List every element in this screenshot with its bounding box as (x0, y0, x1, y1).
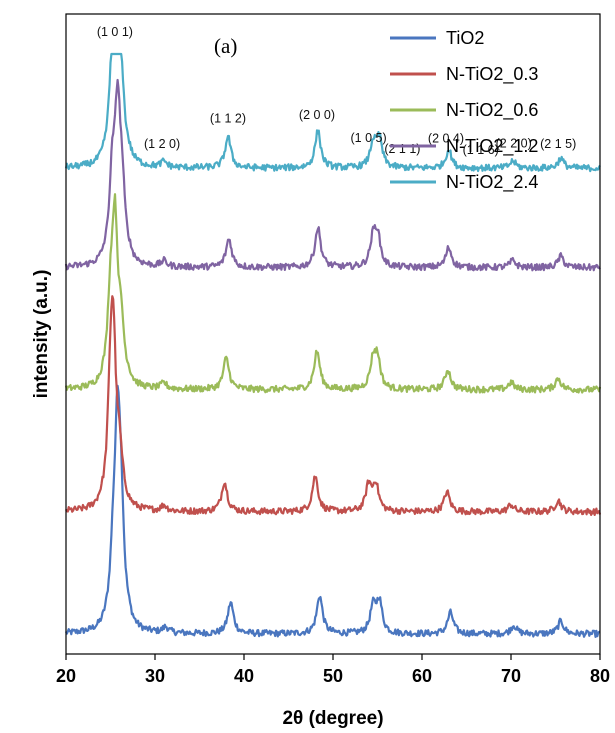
peak-label: (1 0 1) (97, 25, 133, 39)
peak-label: (2 1 1) (384, 142, 420, 156)
peak-label: (2 0 4) (428, 131, 464, 145)
series-line-2 (64, 193, 602, 394)
peak-label: (1 2 0) (144, 137, 180, 151)
x-axis: 20 30 40 50 60 70 80 (56, 654, 610, 686)
series-layer (64, 52, 602, 638)
x-tick-label: 60 (412, 666, 432, 686)
peak-label: (2 1 5) (540, 137, 576, 151)
series-line-4 (64, 52, 601, 173)
series-line-1 (65, 295, 602, 516)
y-axis-title: intensity (a.u.) (31, 270, 52, 399)
peak-label: (2 2 0) (496, 136, 532, 150)
x-tick-label: 80 (590, 666, 610, 686)
x-tick-label: 20 (56, 666, 76, 686)
x-axis-title: 2θ (degree) (282, 708, 383, 729)
legend-label: N-TiO2_0.6 (446, 100, 538, 121)
peak-label: (2 0 0) (299, 108, 335, 122)
legend-label: N-TiO2_0.3 (446, 64, 538, 85)
legend: TiO2 N-TiO2_0.3 N-TiO2_0.6 N-TiO2_1.2 N-TiO2… (390, 28, 538, 193)
legend-label: N-TiO2_1.2 (446, 136, 538, 157)
x-tick-label: 50 (323, 666, 343, 686)
peak-label: (1 1 2) (210, 112, 246, 126)
series-line-0 (64, 384, 601, 638)
x-tick-label: 70 (501, 666, 521, 686)
series-line-3 (64, 78, 601, 272)
x-tick-label: 40 (234, 666, 254, 686)
x-tick-label: 30 (145, 666, 165, 686)
peak-label: (1 0 5) (351, 131, 387, 145)
legend-label: N-TiO2_2.4 (446, 172, 538, 193)
legend-label: TiO2 (446, 28, 484, 48)
peak-label: (1 1 6) (463, 143, 499, 157)
panel-label: (a) (214, 34, 237, 58)
